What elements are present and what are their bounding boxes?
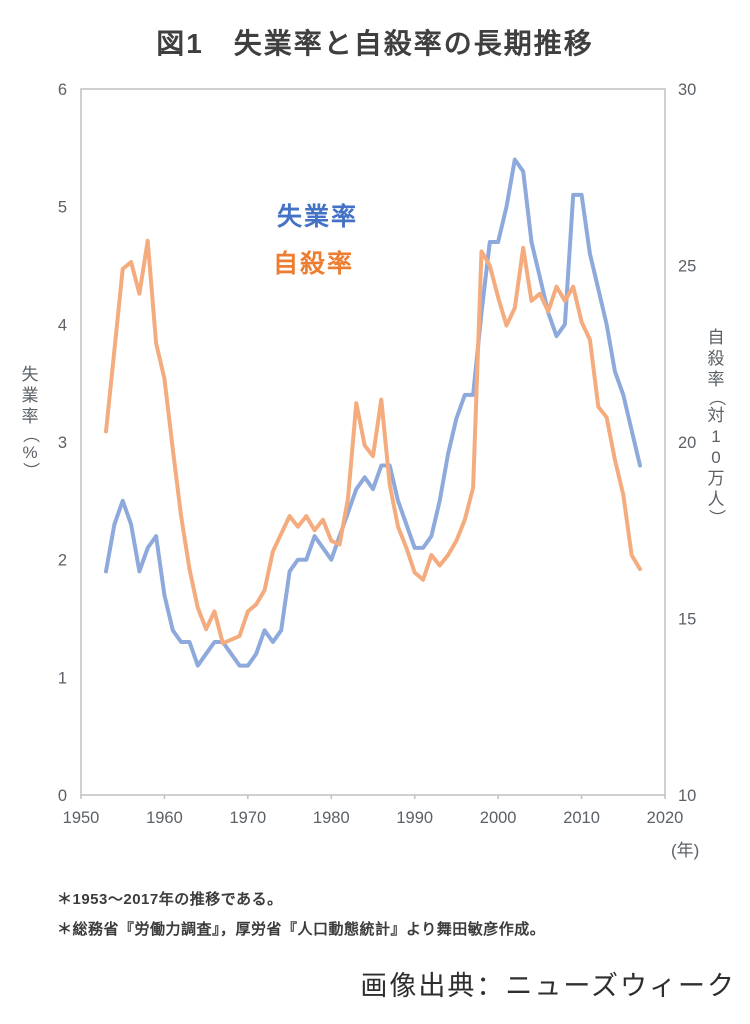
left-axis-tick-label: 1: [58, 669, 67, 687]
suicide-line: [104, 238, 642, 646]
left-axis-tick-label: 5: [58, 199, 67, 217]
line-chart-canvas: 0 1 2 3 4 5 6 10 15 20 25 30 1950 1960 1970 1980 1990 200…: [58, 81, 697, 827]
left-axis-tick-label: 3: [58, 434, 67, 452]
x-axis-tick-label: 1970: [229, 809, 266, 827]
legend-suicide-label: 自殺率: [273, 250, 355, 278]
x-axis-unit-label: (年): [671, 841, 700, 860]
chart-title: 図1 失業率と自殺率の長期推移: [156, 28, 594, 59]
footnote-period: ＊1953～2017年の推移である。: [57, 891, 283, 908]
x-axis-tick-label: 2010: [563, 809, 600, 827]
right-axis-tick-label: 15: [678, 611, 696, 629]
footnotes-block: ＊1953～2017年の推移である。 ＊総務省『労働力調査』，厚労省『人口動態統…: [57, 888, 697, 948]
left-axis-tick-label: 6: [58, 81, 67, 99]
left-axis-tick-label: 2: [58, 552, 67, 570]
x-axis-tick-label: 1990: [396, 809, 433, 827]
x-axis-tick-label: 2020: [647, 809, 684, 827]
left-axis-tick-label: 4: [58, 316, 67, 334]
right-axis-tick-label: 25: [678, 258, 696, 276]
x-axis-tick-label: 1960: [146, 809, 183, 827]
right-axis-tick-label: 30: [678, 81, 696, 99]
left-axis-title: 失業率（%）: [20, 365, 40, 479]
legend-unemployment-label: 失業率: [277, 203, 359, 231]
x-axis-tick-label: 1950: [63, 809, 100, 827]
image-source-caption: 画像出典：ニューズウィーク: [360, 971, 736, 1001]
x-axis-tick-label: 1980: [313, 809, 350, 827]
left-axis-tick-label: 0: [58, 787, 67, 805]
right-axis-title: 自殺率（対 1 0 万人）: [706, 328, 726, 526]
plot-border: [80, 88, 666, 796]
footnote-source: ＊総務省『労働力調査』，厚労省『人口動態統計』より舞田敏彦作成。: [57, 921, 546, 938]
right-axis-tick-label: 20: [678, 434, 696, 452]
right-axis-tick-label: 10: [678, 787, 696, 805]
unemployment-line: [104, 157, 642, 668]
x-axis-tick-label: 2000: [480, 809, 517, 827]
